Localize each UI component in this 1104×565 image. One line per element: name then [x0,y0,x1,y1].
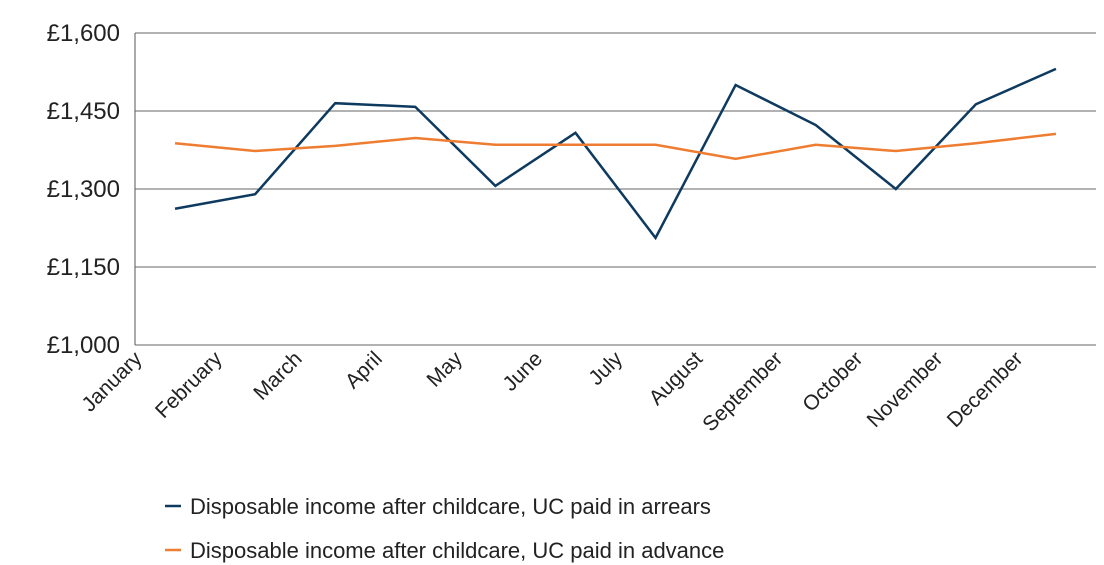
y-tick-label: £1,000 [47,332,120,359]
x-tick-label: February [151,347,227,423]
x-tick-label: August [645,347,708,410]
legend-label: Disposable income after childcare, UC pa… [190,494,711,519]
x-tick-label: November [863,347,948,432]
legend-label: Disposable income after childcare, UC pa… [190,538,724,563]
series-line [174,132,1057,161]
x-tick-label: March [249,347,307,405]
y-tick-label: £1,300 [47,176,120,203]
x-tick-label: September [698,347,787,436]
x-tick-label: July [584,347,627,390]
series-line [174,67,1057,241]
y-tick-label: £1,600 [47,20,120,47]
x-tick-label: May [423,347,468,392]
x-tick-label: December [943,347,1028,432]
y-tick-label: £1,150 [47,254,120,281]
x-tick-label: June [499,347,547,395]
y-tick-label: £1,450 [47,98,120,125]
x-tick-label: October [798,347,867,416]
x-tick-label: April [341,347,387,393]
